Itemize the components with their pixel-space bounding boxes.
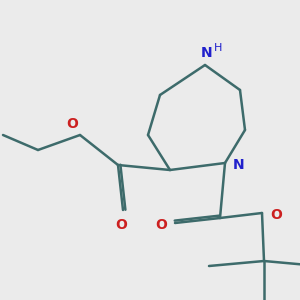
Text: O: O <box>115 218 127 232</box>
Text: O: O <box>155 218 167 232</box>
Text: O: O <box>270 208 282 222</box>
Text: N: N <box>201 46 213 60</box>
Text: O: O <box>66 117 78 131</box>
Text: H: H <box>214 43 222 53</box>
Text: N: N <box>233 158 244 172</box>
